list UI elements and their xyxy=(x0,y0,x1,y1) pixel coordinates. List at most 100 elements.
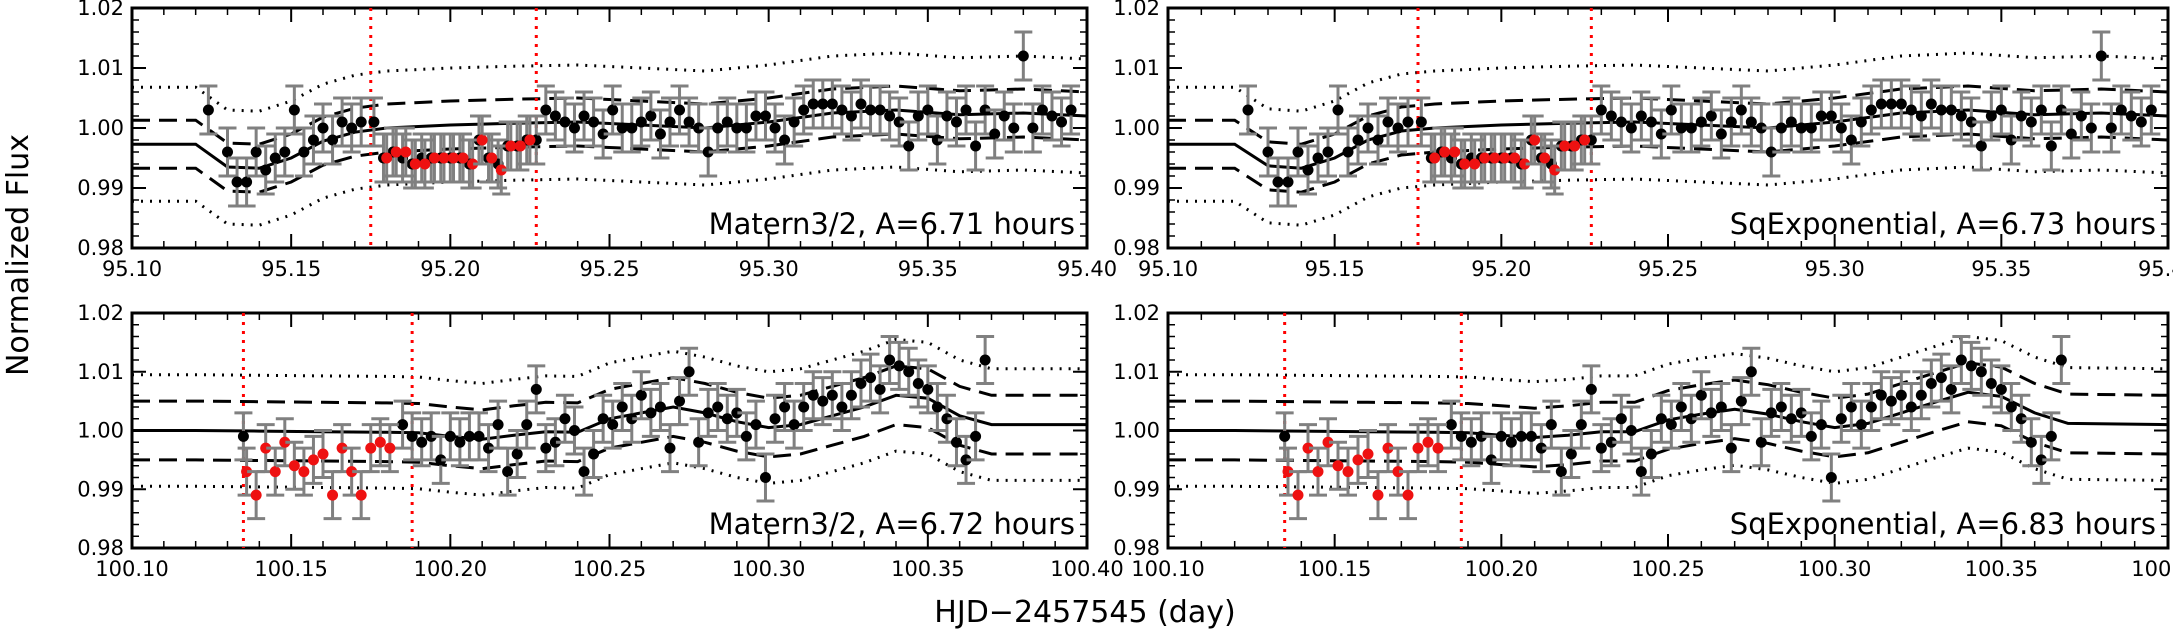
data-point xyxy=(1715,401,1727,413)
data-point xyxy=(1745,366,1757,378)
gp-outer-band-upper xyxy=(132,51,1088,113)
highlighted-data-point xyxy=(1312,466,1324,478)
data-point xyxy=(740,122,752,134)
data-point xyxy=(1765,407,1777,419)
data-point xyxy=(1445,419,1457,431)
data-point xyxy=(1825,110,1837,122)
data-point xyxy=(654,128,666,140)
highlighted-data-point xyxy=(486,152,498,164)
data-point xyxy=(425,430,437,442)
data-point xyxy=(664,442,676,454)
data-point xyxy=(607,104,619,116)
x-tick-label: 100.40 xyxy=(2131,557,2173,581)
data-point xyxy=(1525,430,1537,442)
highlighted-data-point xyxy=(419,158,431,170)
data-point xyxy=(454,436,466,448)
data-point xyxy=(1625,425,1637,436)
data-point xyxy=(1625,122,1637,134)
data-point xyxy=(1282,176,1294,188)
highlighted-data-point xyxy=(1302,442,1314,454)
x-tick-label: 95.15 xyxy=(1305,257,1365,281)
data-point xyxy=(616,122,628,134)
data-point xyxy=(893,360,905,372)
data-point xyxy=(1785,116,1797,128)
highlighted-data-point xyxy=(1469,158,1481,170)
highlighted-data-point xyxy=(1382,442,1394,454)
data-point xyxy=(1845,401,1857,413)
highlighted-data-point xyxy=(390,146,402,158)
data-point xyxy=(307,134,319,146)
data-point xyxy=(702,407,714,419)
data-point xyxy=(970,430,982,442)
data-point xyxy=(865,104,877,116)
data-point xyxy=(1392,122,1404,134)
data-point xyxy=(893,116,905,128)
data-point xyxy=(2125,110,2137,122)
data-point xyxy=(989,128,1001,140)
data-point xyxy=(654,401,666,413)
data-point xyxy=(1555,466,1567,478)
data-point xyxy=(1585,383,1597,395)
data-point xyxy=(1915,389,1927,401)
data-point xyxy=(269,152,281,164)
data-point xyxy=(1402,116,1414,128)
data-point xyxy=(588,116,600,128)
data-point xyxy=(674,395,686,407)
y-tick-label: 1.00 xyxy=(1113,116,1160,140)
highlighted-data-point xyxy=(241,466,253,478)
data-point xyxy=(884,110,896,122)
data-point xyxy=(1645,116,1657,128)
highlighted-data-point xyxy=(269,466,281,478)
data-point xyxy=(788,116,800,128)
highlighted-data-point xyxy=(298,466,310,478)
highlighted-data-point xyxy=(409,158,421,170)
data-point xyxy=(1485,454,1497,466)
data-point xyxy=(368,116,380,128)
data-point xyxy=(1535,442,1547,454)
data-point xyxy=(931,401,943,413)
data-point xyxy=(568,425,580,436)
data-point xyxy=(855,378,867,389)
data-point xyxy=(317,122,329,134)
highlighted-data-point xyxy=(1569,140,1581,152)
data-point xyxy=(950,116,962,128)
data-point xyxy=(788,419,800,431)
data-point xyxy=(807,389,819,401)
data-point xyxy=(979,354,991,366)
data-point xyxy=(2025,116,2037,128)
data-point xyxy=(1279,430,1291,442)
data-point xyxy=(355,116,367,128)
data-point xyxy=(2005,134,2017,146)
data-point xyxy=(260,164,272,176)
data-point xyxy=(903,366,915,378)
data-point xyxy=(1655,413,1667,425)
data-point xyxy=(683,116,695,128)
data-point xyxy=(740,430,752,442)
data-point xyxy=(540,104,552,116)
data-point xyxy=(1715,128,1727,140)
data-point xyxy=(845,389,857,401)
data-point xyxy=(1465,436,1477,448)
data-point xyxy=(511,448,523,460)
y-tick-label: 1.00 xyxy=(1113,419,1160,443)
data-point xyxy=(836,401,848,413)
data-point xyxy=(607,419,619,431)
data-point xyxy=(779,401,791,413)
data-point xyxy=(1302,164,1314,176)
data-point xyxy=(807,98,819,110)
data-point xyxy=(635,116,647,128)
y-tick-label: 1.02 xyxy=(77,0,124,20)
data-point xyxy=(1565,448,1577,460)
data-point xyxy=(222,146,233,158)
highlighted-data-point xyxy=(1372,489,1384,501)
data-point xyxy=(779,134,791,146)
highlighted-data-point xyxy=(448,152,460,164)
gp-outer-band-upper xyxy=(132,337,1087,386)
data-point xyxy=(1795,407,1807,419)
x-tick-label: 100.10 xyxy=(95,557,168,581)
x-tick-label: 100.30 xyxy=(1798,557,1871,581)
data-point xyxy=(2015,110,2027,122)
highlighted-data-point xyxy=(400,146,412,158)
data-point xyxy=(568,122,580,134)
data-point xyxy=(2135,116,2147,128)
